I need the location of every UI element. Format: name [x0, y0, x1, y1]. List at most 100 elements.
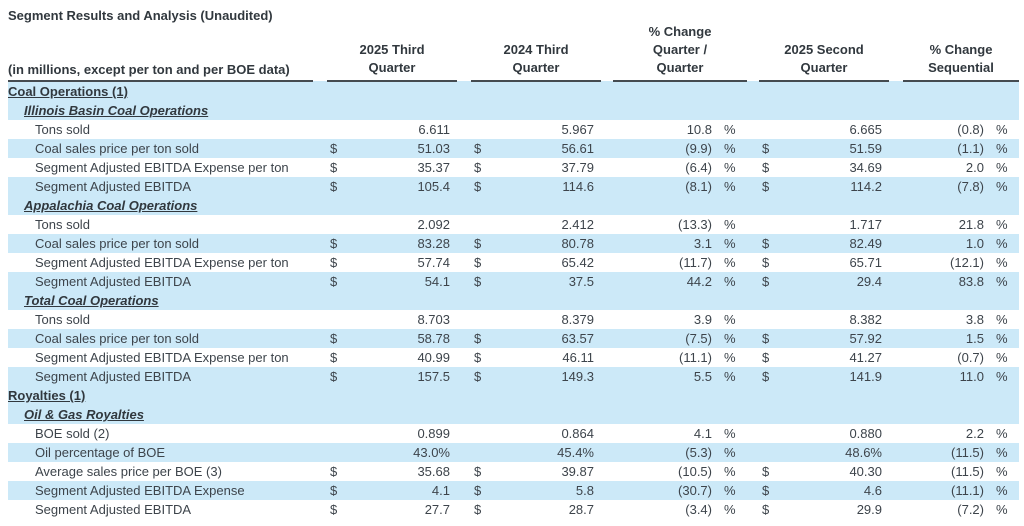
column-gap — [747, 291, 759, 310]
row-label: Tons sold — [35, 312, 90, 327]
value-cell: (9.9) — [613, 139, 719, 158]
column-gap — [457, 23, 471, 81]
percent-sign: % — [719, 329, 747, 348]
dollar-sign: $ — [474, 255, 482, 270]
percent-sign: % — [991, 177, 1019, 196]
dollar-sign — [327, 81, 349, 101]
table-row: Coal sales price per ton sold $51.03 $56.6… — [8, 139, 1019, 158]
dollar-sign: $ — [759, 367, 781, 386]
column-gap — [889, 177, 903, 196]
segment-results-table: (in millions, except per ton and per BOE… — [8, 23, 1019, 519]
row-label: BOE sold (2) — [35, 426, 110, 441]
column-gap — [601, 367, 613, 386]
value-cell — [493, 101, 601, 120]
column-gap — [889, 500, 903, 519]
percent-sign: % — [991, 367, 1019, 386]
dollar-sign: $ — [474, 160, 482, 175]
value-cell: 82.49 — [781, 234, 889, 253]
column-gap — [889, 215, 903, 234]
dollar-sign — [759, 443, 781, 462]
dollar-sign — [471, 386, 493, 405]
dollar-sign — [327, 196, 349, 215]
table-row: Segment Adjusted EBITDA $105.4 $114.6 (8.1)… — [8, 177, 1019, 196]
column-gap — [601, 101, 613, 120]
column-gap — [889, 234, 903, 253]
percent-sign: % — [724, 312, 736, 327]
row-label: Segment Adjusted EBITDA — [8, 367, 313, 386]
percent-sign: % — [991, 329, 1019, 348]
dollar-sign: $ — [327, 481, 349, 500]
column-gap — [747, 386, 759, 405]
value-cell: 40.99 — [417, 350, 450, 365]
dollar-sign — [759, 81, 781, 101]
dollar-sign: $ — [471, 177, 493, 196]
column-gap — [457, 443, 471, 462]
column-gap — [889, 348, 903, 367]
value-cell: 8.703 — [417, 312, 450, 327]
column-gap — [747, 424, 759, 443]
table-header-row: (in millions, except per ton and per BOE… — [8, 23, 1019, 82]
row-label: Tons sold — [35, 217, 90, 232]
value-cell: (1.1) — [903, 139, 991, 158]
row-label: Total Coal Operations — [8, 291, 313, 310]
dollar-sign — [327, 424, 349, 443]
dollar-sign: $ — [759, 481, 781, 500]
value-cell: 1.717 — [849, 217, 882, 232]
dollar-sign — [327, 291, 349, 310]
value-cell — [613, 81, 719, 101]
percent-sign: % — [719, 234, 747, 253]
dollar-sign: $ — [471, 481, 493, 500]
percent-sign: % — [996, 312, 1008, 327]
row-label: Average sales price per BOE (3) — [35, 464, 222, 479]
column-gap — [747, 481, 759, 500]
value-cell — [903, 405, 991, 424]
value-cell: 28.7 — [568, 502, 594, 517]
dollar-sign: $ — [759, 234, 781, 253]
value-cell — [493, 196, 601, 215]
table-row: Coal sales price per ton sold $83.28 $80.7… — [8, 234, 1019, 253]
percent-sign: % — [724, 255, 736, 270]
value-cell: 41.27 — [849, 350, 882, 365]
column-gap — [889, 196, 903, 215]
dollar-sign — [759, 424, 781, 443]
percent-sign: % — [724, 160, 736, 175]
column-gap — [601, 196, 613, 215]
value-cell: 29.9 — [856, 502, 882, 517]
dollar-sign: $ — [471, 329, 493, 348]
row-label: Coal sales price per ton sold — [8, 139, 313, 158]
dollar-sign — [759, 120, 781, 139]
subsection-row: Total Coal Operations — [8, 291, 1019, 310]
column-gap — [747, 348, 759, 367]
column-gap — [747, 443, 759, 462]
dollar-sign: $ — [327, 367, 349, 386]
row-label: Segment Adjusted EBITDA — [8, 177, 313, 196]
column-gap — [889, 139, 903, 158]
column-gap — [457, 329, 471, 348]
dollar-sign: $ — [762, 350, 770, 365]
column-gap — [601, 462, 613, 481]
column-gap — [747, 405, 759, 424]
value-cell: 44.2 — [613, 272, 719, 291]
value-cell: 0.864 — [561, 426, 594, 441]
value-cell: 149.3 — [493, 367, 601, 386]
column-gap — [747, 120, 759, 139]
column-gap — [313, 481, 327, 500]
column-header-2024-third-quarter: 2024 Third Quarter — [471, 23, 601, 82]
table-row: Segment Adjusted EBITDA $27.7 $28.7 (3.4)% $… — [8, 500, 1019, 519]
column-gap — [313, 234, 327, 253]
column-gap — [601, 139, 613, 158]
column-gap — [601, 386, 613, 405]
percent-sign: % — [719, 443, 747, 462]
row-label: Segment Adjusted EBITDA — [8, 272, 313, 291]
table-row: Coal sales price per ton sold $58.78 $63.5… — [8, 329, 1019, 348]
row-label: Oil & Gas Royalties — [8, 405, 313, 424]
column-gap — [747, 23, 759, 81]
column-gap — [601, 120, 613, 139]
percent-sign: % — [996, 426, 1008, 441]
percent-sign — [719, 405, 747, 424]
value-cell: (10.5) — [678, 464, 712, 479]
column-gap — [601, 348, 613, 367]
value-cell: 11.0 — [903, 367, 991, 386]
column-gap — [457, 196, 471, 215]
percent-sign: % — [719, 177, 747, 196]
